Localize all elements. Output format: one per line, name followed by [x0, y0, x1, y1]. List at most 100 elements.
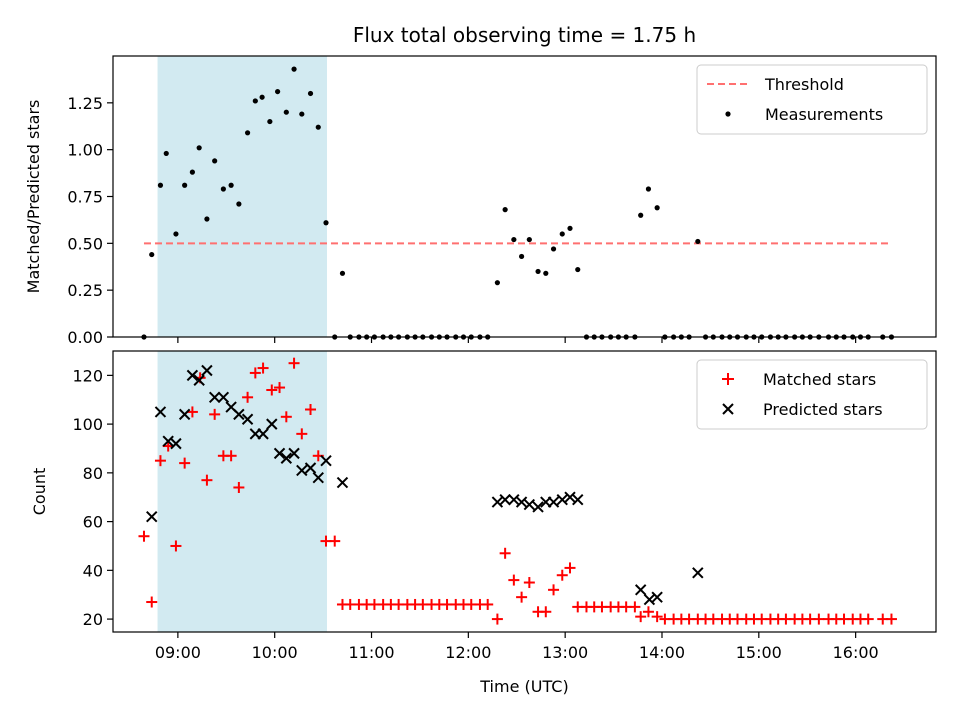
measurement-point: [252, 98, 258, 104]
predicted-point: [499, 493, 511, 506]
matched-point: [651, 611, 663, 623]
predicted-point: [564, 491, 576, 503]
top-legend: Threshold Measurements: [696, 64, 928, 135]
x-tick-label: 10:00: [252, 643, 298, 662]
predicted-point: [515, 496, 528, 508]
predicted-point: [170, 437, 182, 450]
matched-point: [642, 606, 654, 618]
x-axis-label: Time (UTC): [479, 677, 568, 696]
matched-point: [257, 362, 269, 374]
measurement-point: [695, 238, 701, 245]
legend-matched-swatch: [722, 373, 734, 385]
top-axes-frame: [112, 55, 937, 338]
measurement-point: [567, 225, 573, 231]
top-legend-box: [696, 64, 928, 135]
matched-point: [201, 474, 213, 486]
y-tick-label: 1.00: [67, 141, 103, 160]
predicted-point: [692, 567, 704, 579]
predicted-point: [288, 447, 300, 460]
bottom-panel: 20 40 60 80 100 120 09:00 10:00 11:00 12:00 13:00 1…: [30, 350, 937, 696]
bottom-axis-ticks: 20 40 60 80 100 120 09:00 10:00 11:00 12:00 13:00 1…: [72, 366, 878, 662]
measurement-point: [220, 186, 226, 192]
predicted-point: [146, 511, 158, 523]
matched-point: [499, 547, 511, 559]
measurement-point: [283, 109, 289, 115]
x-tick-label: 14:00: [639, 643, 685, 662]
predicted-point: [491, 496, 504, 508]
matched-point: [491, 613, 503, 625]
predicted-point: [154, 406, 167, 418]
predicted-point: [643, 593, 656, 606]
y-tick-label: 0.00: [67, 328, 103, 347]
measurement-point: [339, 270, 346, 276]
measurement-point: [494, 280, 500, 286]
matched-point: [329, 535, 341, 547]
measurement-point: [259, 94, 265, 100]
matched-point: [138, 530, 150, 542]
measurement-point: [315, 124, 321, 130]
top-axis-ticks: 0.00 0.25 0.50 0.75 1.00 1.25: [67, 94, 857, 347]
y-tick-label: 40: [83, 561, 103, 580]
matched-point: [548, 584, 560, 596]
x-tick-label: 15:00: [736, 643, 782, 662]
predicted-point: [266, 418, 278, 430]
matched-point: [154, 455, 166, 467]
predicted-point: [193, 374, 205, 386]
predicted-point: [162, 435, 174, 447]
matched-point: [266, 384, 278, 396]
measurement-point: [654, 205, 660, 211]
predicted-point: [336, 476, 349, 489]
matched-point: [170, 540, 182, 552]
x-tick-label: 09:00: [155, 643, 201, 662]
bottom-axes-frame: [112, 350, 937, 633]
measurement-point: [575, 266, 581, 273]
measurement-point: [228, 182, 234, 188]
predicted-point: [651, 591, 663, 603]
predicted-point: [304, 462, 317, 474]
y-tick-label: 0.50: [67, 234, 103, 253]
measurement-point: [163, 150, 169, 157]
predicted-point: [178, 408, 191, 421]
measurement-point: [543, 270, 549, 276]
predicted-point: [532, 501, 544, 513]
legend-predicted-label: Predicted stars: [763, 400, 883, 419]
predicted-point: [508, 493, 520, 506]
y-tick-label: 20: [83, 610, 103, 629]
measurement-point: [535, 268, 541, 275]
matched-point: [516, 591, 528, 603]
y-tick-label: 100: [72, 415, 103, 434]
matched-point: [146, 596, 158, 608]
measurement-point: [638, 212, 644, 218]
measurement-point: [212, 158, 218, 164]
y-tick-label: 0.25: [67, 281, 103, 300]
measurement-point: [157, 182, 164, 188]
measurement-point: [518, 253, 525, 260]
measurement-point: [149, 251, 155, 258]
matched-point: [508, 574, 520, 586]
matched-point: [288, 357, 300, 369]
matched-point: [629, 601, 641, 613]
measurement-point: [236, 201, 242, 207]
matched-point: [635, 611, 647, 623]
predicted-point: [296, 464, 308, 477]
measurement-point: [526, 236, 532, 243]
predicted-point: [201, 364, 213, 377]
matched-point: [523, 577, 535, 589]
predicted-point: [320, 454, 332, 467]
x-tick-label: 13:00: [542, 643, 588, 662]
predicted-point: [280, 452, 293, 464]
top-y-axis-label: Matched/Predicted stars: [24, 100, 43, 294]
bottom-legend-box: [696, 359, 928, 430]
y-tick-label: 1.25: [67, 94, 103, 113]
predicted-point: [523, 498, 536, 511]
measurement-point: [267, 118, 273, 125]
predicted-point: [312, 472, 324, 484]
bottom-legend: Matched stars Predicted stars: [696, 359, 928, 430]
measurement-point: [307, 90, 314, 97]
matched-point: [280, 411, 292, 423]
matched-point: [242, 391, 254, 403]
top-panel: 0.00 0.25 0.50 0.75 1.00 1.25 Matched/Predict…: [24, 55, 937, 347]
measurement-point: [182, 182, 188, 188]
legend-measurements-label: Measurements: [765, 105, 883, 124]
matched-point: [540, 606, 552, 618]
